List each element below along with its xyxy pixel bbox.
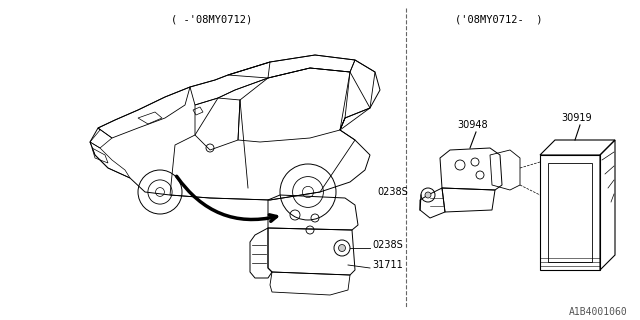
Text: 0238S: 0238S xyxy=(377,187,408,197)
Text: 30948: 30948 xyxy=(458,120,488,130)
Text: 0238S: 0238S xyxy=(372,240,403,250)
Circle shape xyxy=(339,244,346,252)
Text: 31711: 31711 xyxy=(372,260,403,270)
Text: ('08MY0712-  ): ('08MY0712- ) xyxy=(456,14,543,24)
Circle shape xyxy=(425,192,431,198)
Text: 30919: 30919 xyxy=(562,113,592,123)
Text: A1B4001060: A1B4001060 xyxy=(568,307,627,317)
Text: ( -'08MY0712): ( -'08MY0712) xyxy=(171,14,252,24)
